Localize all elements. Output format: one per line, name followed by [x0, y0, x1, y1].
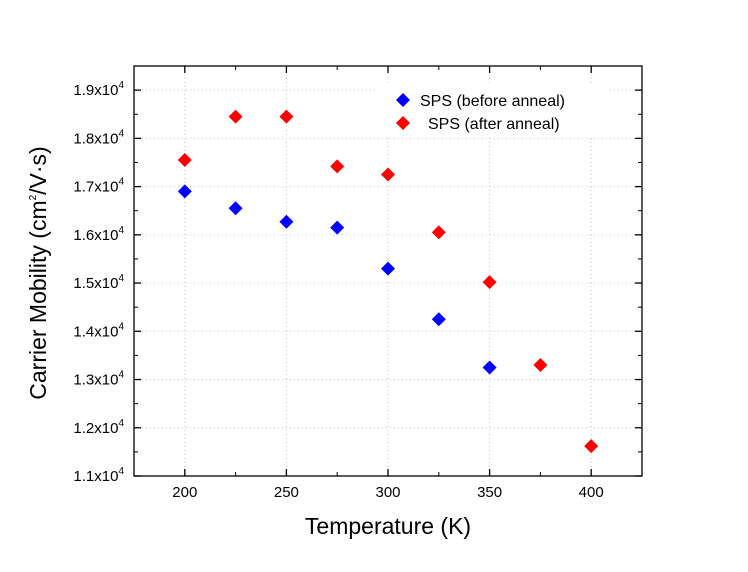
y-tick-label: 1.3x104 [73, 370, 124, 389]
legend-marker [396, 116, 410, 130]
data-point [431, 312, 446, 327]
legend-box [376, 84, 608, 138]
y-tick-label-base: 1.2x10 [73, 420, 118, 437]
y-tick-label-base: 1.7x10 [73, 179, 118, 196]
data-point [533, 358, 548, 373]
y-axis-title-superscript: 2 [28, 194, 39, 200]
x-tick-label: 400 [579, 484, 604, 501]
data-point [228, 109, 243, 124]
y-tick-label-exponent: 4 [118, 321, 124, 332]
data-point [279, 214, 294, 229]
legend-marker [396, 93, 410, 107]
y-tick-label-base: 1.4x10 [73, 323, 118, 340]
y-tick-label-exponent: 4 [118, 128, 124, 139]
data-point [177, 153, 192, 168]
data-point [330, 159, 345, 174]
data-point [381, 167, 395, 182]
legend-label: SPS (after anneal) [428, 116, 560, 133]
y-tick-label: 1.9x104 [73, 80, 124, 99]
y-tick-label-exponent: 4 [118, 370, 124, 381]
data-point [584, 439, 599, 454]
y-tick-label: 1.5x104 [73, 273, 124, 292]
y-tick-label-base: 1.9x10 [73, 82, 118, 99]
y-tick-label: 1.1x104 [73, 466, 124, 485]
x-axis-title: Temperature (K) [305, 513, 471, 539]
y-tick-label-base: 1.6x10 [73, 227, 118, 244]
y-tick-label-exponent: 4 [118, 80, 124, 91]
series-before-anneal [177, 184, 497, 375]
y-tick-label-exponent: 4 [118, 273, 124, 284]
y-tick-label: 1.7x104 [73, 177, 124, 196]
y-tick-label: 1.8x104 [73, 128, 124, 147]
y-tick-label-exponent: 4 [118, 466, 124, 477]
y-tick-label: 1.4x104 [73, 321, 124, 340]
axis-ticks [134, 66, 642, 477]
x-tick-label: 200 [172, 484, 197, 501]
y-tick-label: 1.2x104 [73, 418, 124, 437]
y-axis-title-main: Carrier Mobility (cm [25, 200, 51, 399]
y-tick-label-exponent: 4 [118, 225, 124, 236]
data-point [431, 225, 446, 240]
y-axis-title: Carrier Mobility (cm2/V·s) [25, 146, 51, 399]
data-point [279, 109, 294, 124]
y-axis-title-tail: /V·s) [25, 146, 51, 195]
y-tick-label-base: 1.3x10 [73, 372, 118, 389]
y-tick-label-exponent: 4 [118, 418, 124, 429]
data-point [381, 261, 395, 276]
x-tick-label: 300 [375, 484, 400, 501]
y-tick-label-base: 1.8x10 [73, 130, 118, 147]
data-point [228, 201, 243, 216]
y-tick-label-exponent: 4 [118, 177, 124, 188]
data-point [177, 184, 192, 199]
y-axis-tick-labels: 1.1x1041.2x1041.3x1041.4x1041.5x1041.6x1… [73, 80, 124, 485]
x-tick-label: 250 [274, 484, 299, 501]
legend-label: SPS (before anneal) [420, 93, 565, 110]
legend: SPS (before anneal) SPS (after anneal) [376, 84, 608, 138]
x-axis-tick-labels: 200 250 300 350 400 [172, 484, 603, 501]
y-tick-label: 1.6x104 [73, 225, 124, 244]
data-point [330, 220, 345, 235]
x-tick-label: 350 [477, 484, 502, 501]
data-point [482, 360, 497, 375]
y-tick-label-base: 1.5x10 [73, 275, 118, 292]
data-point [482, 275, 497, 290]
data-points [177, 109, 599, 454]
legend-items: SPS (before anneal) SPS (after anneal) [396, 93, 565, 133]
y-tick-label-base: 1.1x10 [73, 468, 118, 485]
series-after-anneal [177, 109, 599, 454]
